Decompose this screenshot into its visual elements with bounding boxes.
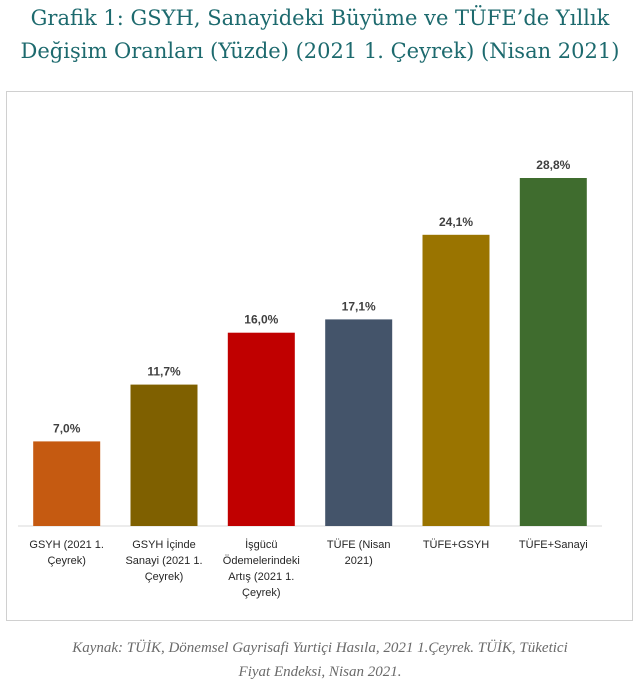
category-label-4-line-2: 2021) <box>345 555 373 567</box>
data-label-2: 11,7% <box>147 365 181 379</box>
source-line-2: Fiyat Endeksi, Nisan 2021. <box>238 664 402 680</box>
category-label-1-line-2: Çeyrek) <box>47 555 86 567</box>
category-label-4: TÜFE (Nisan 2021) <box>327 539 391 567</box>
chart-title: Grafik 1: GSYH, Sanayideki Büyüme ve TÜF… <box>0 2 640 68</box>
data-label-5: 24,1% <box>439 215 473 229</box>
bar-1 <box>33 441 101 526</box>
category-label-1: GSYH (2021 1. Çeyrek) <box>29 539 104 567</box>
data-label-1: 7,0% <box>53 421 81 435</box>
chart-title-line-2: Değişim Oranları (Yüzde) (2021 1. Çeyrek… <box>20 39 620 63</box>
category-label-3-line-4: Çeyrek) <box>242 587 281 599</box>
bar-3 <box>227 332 295 526</box>
data-label-6: 28,8% <box>536 158 570 172</box>
category-label-3-line-3: Artış (2021 1. <box>228 571 294 583</box>
source-line-1: Kaynak: TÜİK, Dönemsel Gayrisafi Yurtiçi… <box>72 640 568 656</box>
category-label-3-line-1: İşgücü <box>245 538 277 551</box>
category-label-5-line-1: TÜFE+GSYH <box>423 539 489 551</box>
bar-6 <box>519 178 587 526</box>
category-label-3: İşgücü Ödemelerindeki Artış (2021 1. Çeyrek… <box>223 538 300 599</box>
bar-2 <box>130 384 198 526</box>
category-label-4-line-1: TÜFE (Nisan <box>327 539 391 551</box>
category-label-6-line-1: TÜFE+Sanayi <box>519 539 588 551</box>
category-label-5: TÜFE+GSYH <box>423 539 489 551</box>
category-label-2-line-3: Çeyrek) <box>145 571 184 583</box>
category-label-2-line-1: GSYH İçinde <box>132 538 196 551</box>
category-label-2: GSYH İçinde Sanayi (2021 1. Çeyrek) <box>125 538 202 583</box>
category-label-2-line-2: Sanayi (2021 1. <box>125 555 202 567</box>
chart-title-line-1: Grafik 1: GSYH, Sanayideki Büyüme ve TÜF… <box>30 6 610 30</box>
bar-4 <box>325 319 393 526</box>
bar-5 <box>422 234 490 527</box>
source-note: Kaynak: TÜİK, Dönemsel Gayrisafi Yurtiçi… <box>0 636 640 684</box>
category-label-6: TÜFE+Sanayi <box>519 539 588 551</box>
category-label-1-line-1: GSYH (2021 1. <box>29 539 104 551</box>
data-label-4: 17,1% <box>342 299 376 313</box>
category-label-3-line-2: Ödemelerindeki <box>223 555 300 567</box>
data-label-3: 16,0% <box>244 313 278 327</box>
